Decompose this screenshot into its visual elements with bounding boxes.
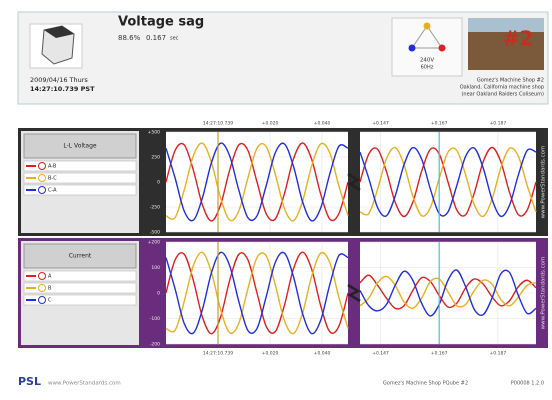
y-tick-label: -200: [150, 342, 160, 348]
legend-label: A: [48, 274, 52, 280]
footer-device: Gomez's Machine Shop PQube #2: [383, 381, 468, 387]
x-tick-label: +0.187: [490, 351, 507, 357]
x-tick-label: +0.167: [431, 351, 448, 357]
y-tick-label: -100: [150, 316, 160, 322]
y-tick-label: +200: [148, 240, 160, 246]
watermark: www.PowerStandards.com: [541, 146, 547, 219]
charts: L-L Voltage www.PowerStandards.com -500 -25…: [18, 121, 548, 357]
logo: [30, 24, 82, 68]
legend-label: B: [48, 286, 52, 292]
event-date: 2009/04/16 Thurs: [30, 76, 88, 84]
nominal-voltage: 240V: [420, 58, 434, 64]
phase-node: [409, 45, 416, 52]
watermark: www.PowerStandards.com: [541, 257, 547, 330]
legend-title: L-L Voltage: [63, 143, 96, 150]
footer-url: www.PowerStandards.com: [48, 381, 121, 387]
sag-magnitude: 88.6%: [118, 34, 141, 42]
legend-label: A-B: [48, 164, 57, 170]
x-tick-label: 14:27:10.739: [203, 351, 233, 357]
duration-unit: sec: [170, 36, 179, 42]
x-tick-label: +0.040: [314, 121, 331, 127]
nominal-frequency: 60Hz: [421, 65, 434, 71]
phase-diagram: 240V 60Hz: [392, 18, 462, 76]
x-tick-label: 14:27:10.739: [203, 121, 233, 127]
y-tick-label: 250: [151, 155, 160, 161]
x-tick-label: +0.147: [372, 121, 389, 127]
site-desc: Oakland, California machine shop: [460, 85, 544, 91]
x-tick-label: +0.040: [314, 351, 331, 357]
x-tick-label: +0.147: [372, 351, 389, 357]
legend-label: C-A: [48, 188, 57, 194]
title: Voltage sag: [118, 15, 204, 30]
report-page: Voltage sag 88.6% 0.167 sec 2009/04/16 T…: [0, 0, 552, 396]
x-tick-label: +0.167: [431, 121, 448, 127]
phase-node: [439, 45, 446, 52]
site-photo: #2: [468, 18, 544, 70]
legend-label: B-C: [48, 176, 57, 182]
event-time: 14:27:10.739 PST: [30, 85, 95, 93]
y-tick-label: 0: [157, 180, 160, 186]
y-tick-label: -500: [150, 230, 160, 236]
phase-node: [424, 23, 431, 30]
site-note: (near Oakland Raiders Coliseum): [461, 92, 544, 98]
sag-duration: 0.167: [146, 34, 166, 42]
x-tick-label: +0.020: [262, 121, 279, 127]
site-name: Gomez's Machine Shop #2: [477, 78, 544, 84]
legend-title: Current: [69, 253, 92, 260]
x-tick-label: +0.020: [262, 351, 279, 357]
y-tick-label: 100: [151, 265, 160, 271]
footer-version: P00008 1.2.0: [511, 381, 544, 387]
y-tick-label: -250: [150, 205, 160, 211]
x-tick-label: +0.187: [490, 121, 507, 127]
photo-badge: #2: [503, 27, 534, 51]
footer-brand: PSL: [18, 375, 41, 388]
legend-label: C: [48, 298, 52, 304]
y-tick-label: 0: [157, 291, 160, 297]
y-tick-label: +500: [148, 130, 160, 136]
